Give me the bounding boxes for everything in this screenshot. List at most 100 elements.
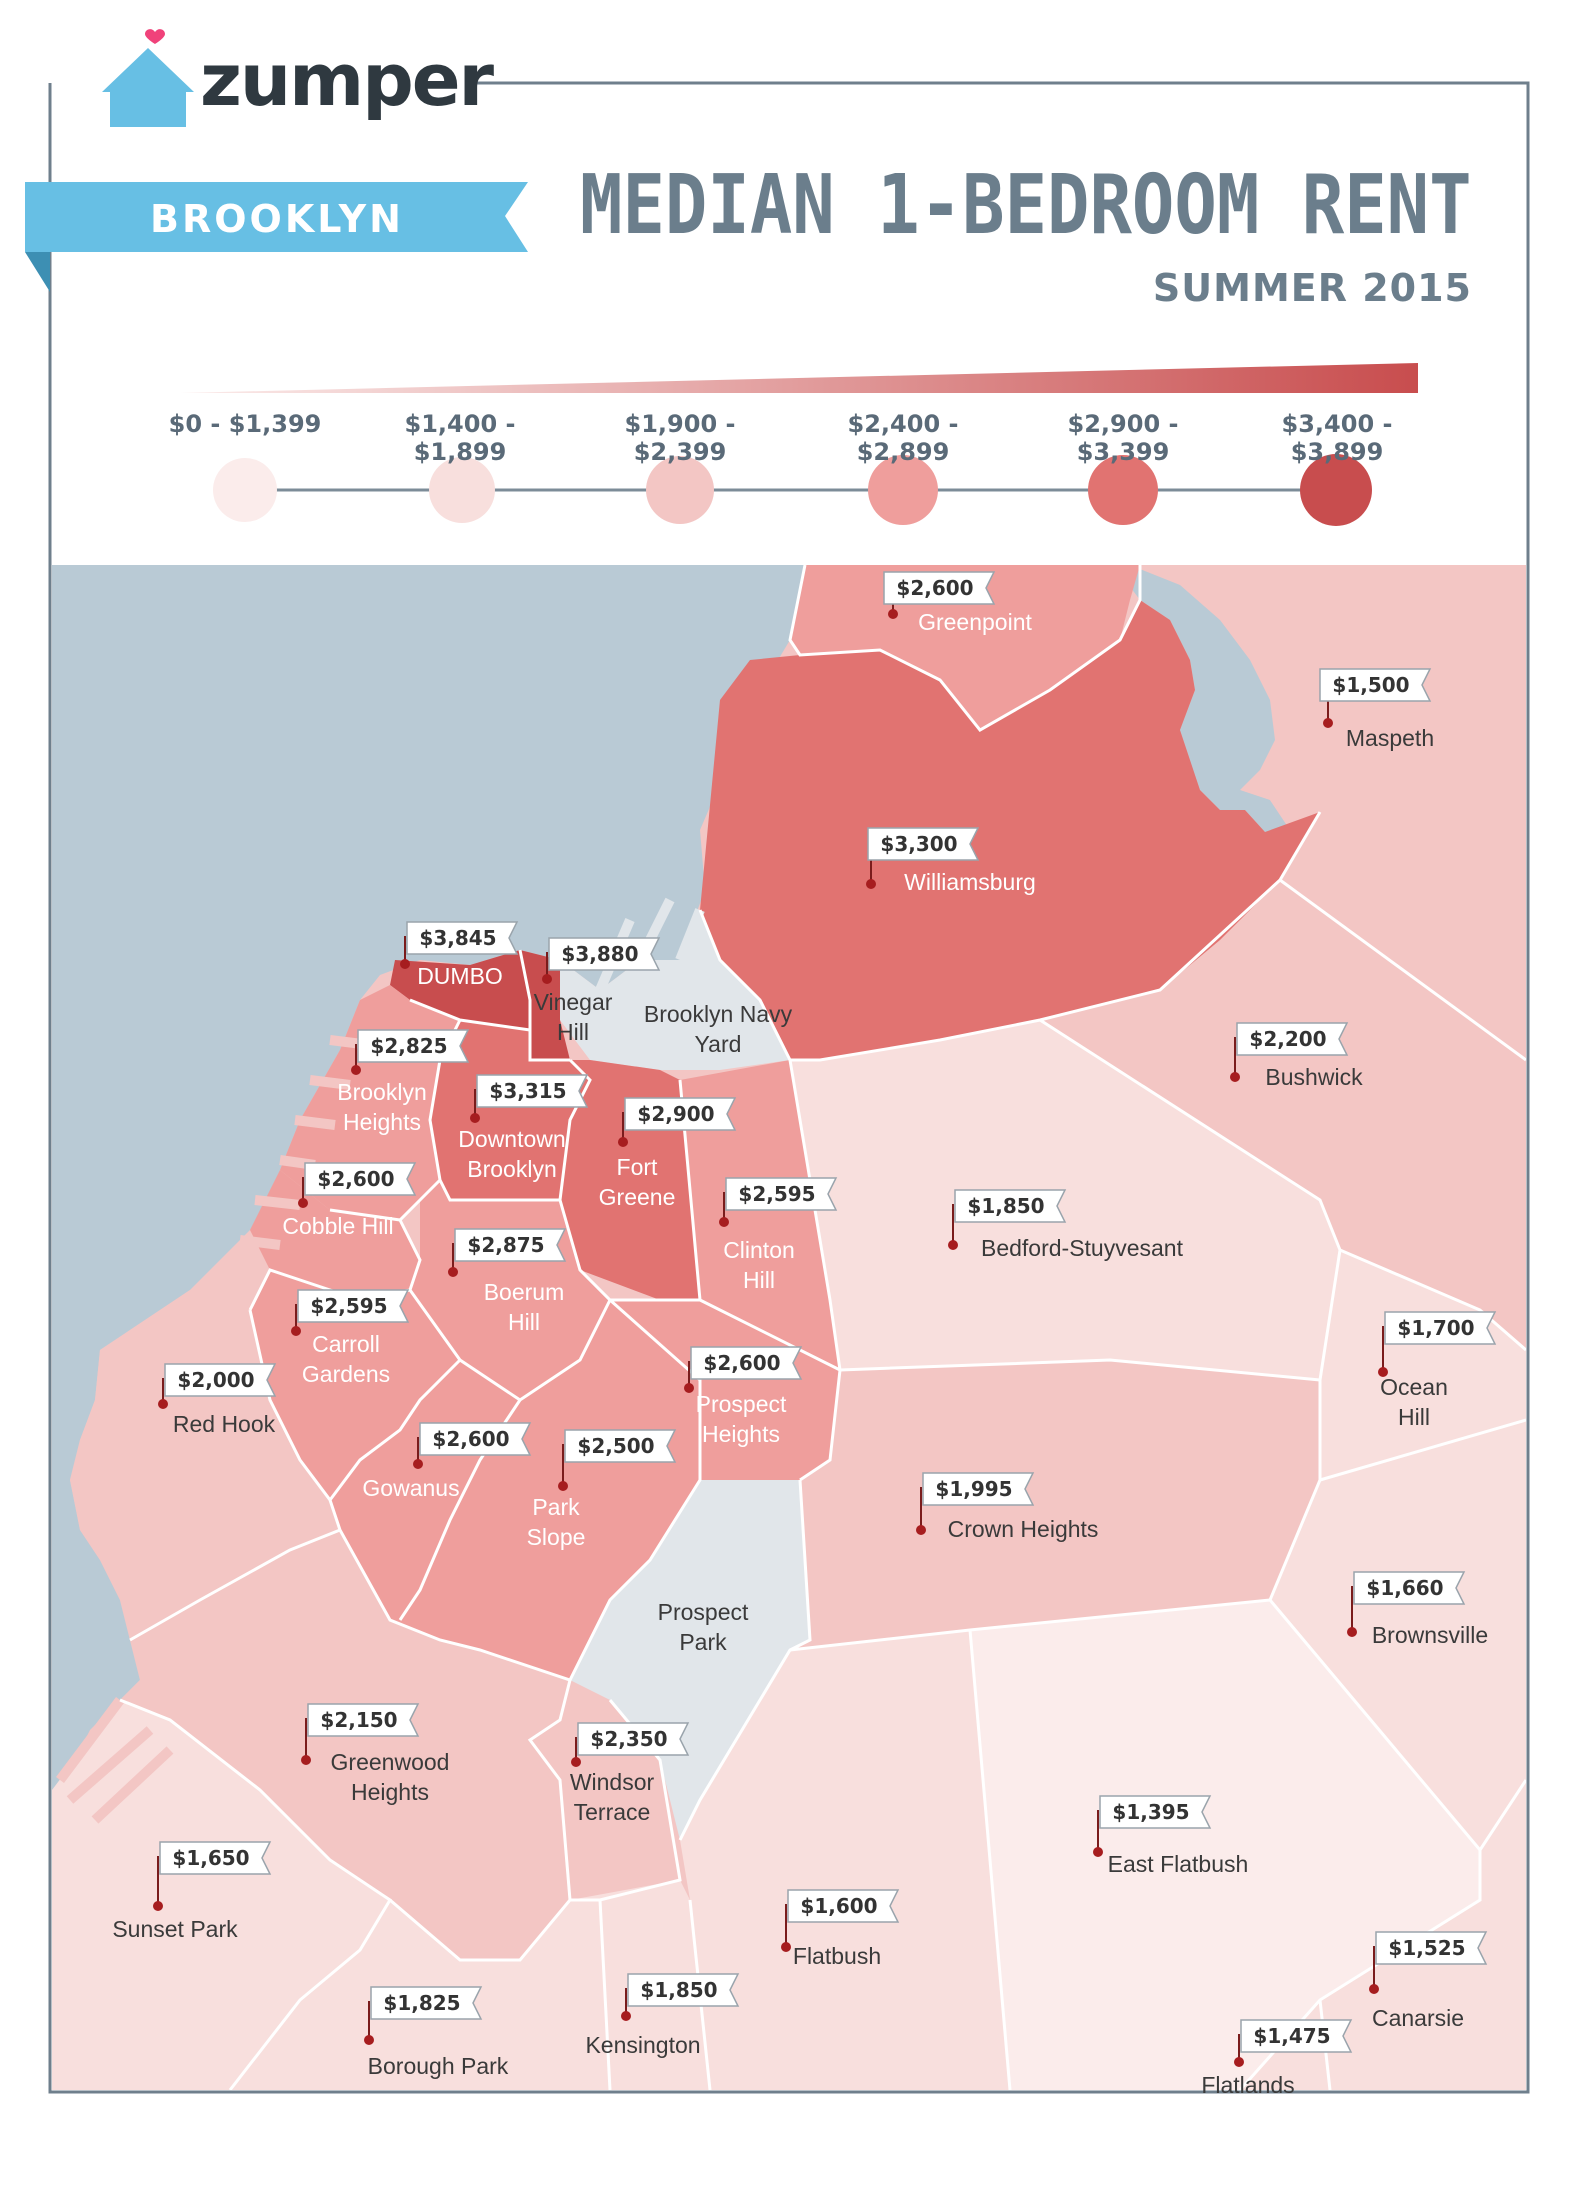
legend-range-label: $3,400 - $3,899 [1281, 410, 1393, 466]
neighborhood-marker: Windsor Terrace $2,350 [570, 1722, 690, 1825]
location-pin-icon [684, 1383, 694, 1393]
region-bushwick [1040, 880, 1526, 1350]
location-pin-icon [781, 1942, 791, 1952]
legend-swatch [1300, 454, 1372, 526]
region-red-hook [70, 1290, 340, 1640]
neighborhood-marker: Prospect Heights $2,600 [684, 1346, 803, 1447]
price-flag [867, 827, 980, 861]
region-greenpoint [790, 565, 1140, 730]
neighborhood-marker: Vinegar Hill $3,880 [534, 937, 661, 1045]
price-flag [357, 1029, 470, 1063]
price-flag [419, 1422, 532, 1456]
price-flag [1375, 1931, 1488, 1965]
price-label: $2,150 [320, 1708, 397, 1732]
price-flag [787, 1889, 900, 1923]
legend-swatch [1088, 455, 1158, 525]
location-pin-icon [413, 1459, 423, 1469]
page-subtitle: SUMMER 2015 [1152, 266, 1472, 310]
price-flag [627, 1973, 740, 2007]
price-label: $1,500 [1332, 673, 1409, 697]
neighborhood-name: Heights [351, 1779, 429, 1805]
neighborhood-name: Greenwood [331, 1749, 450, 1775]
region-southwest [52, 1700, 390, 2090]
price-label: $2,825 [370, 1034, 447, 1058]
region-greenwood [120, 1560, 570, 1960]
neighborhood-name: Greene [599, 1184, 676, 1210]
price-label: $1,995 [935, 1477, 1012, 1501]
neighborhood-marker: Gowanus $2,600 [362, 1422, 532, 1501]
price-flag [922, 1472, 1035, 1506]
neighborhood-name: Windsor [570, 1769, 655, 1795]
location-pin-icon [571, 1757, 581, 1767]
price-label: $3,880 [561, 942, 638, 966]
region-prospect-heights [610, 1300, 840, 1480]
brooklyn-banner [25, 182, 528, 292]
price-label: $3,845 [419, 926, 496, 950]
price-flag [624, 1097, 737, 1131]
region-navy-yard [560, 910, 790, 1070]
price-flag [297, 1289, 410, 1323]
price-flag [307, 1703, 420, 1737]
price-flag [370, 1986, 483, 2020]
legend-swatch [646, 456, 714, 524]
region-flatbush [680, 1630, 1010, 2090]
neighborhood-name: Gardens [302, 1361, 390, 1387]
price-label: $1,825 [383, 1991, 460, 2015]
location-pin-icon [1369, 1984, 1379, 1994]
neighborhood-marker: Ocean Hill $1,700 [1378, 1311, 1497, 1430]
region-clinton-hill [680, 1060, 840, 1370]
location-pin-icon [558, 1481, 568, 1491]
neighborhood-marker: Flatlands $1,475 [1201, 2019, 1353, 2098]
price-label: $2,600 [896, 576, 973, 600]
neighborhood-name: Bedford-Stuyvesant [981, 1235, 1184, 1261]
price-label: $2,500 [577, 1434, 654, 1458]
location-pin-icon [291, 1326, 301, 1336]
location-pin-icon [1234, 2057, 1244, 2067]
location-pin-icon [158, 1399, 168, 1409]
legend-range-label: $2,900 - $3,399 [1067, 410, 1179, 466]
location-pin-icon [470, 1113, 480, 1123]
neighborhood-marker: Sunset Park $1,650 [112, 1841, 272, 1942]
price-label: $2,600 [432, 1427, 509, 1451]
region-brownsville [1270, 1420, 1526, 1850]
neighborhood-name: Heights [702, 1421, 780, 1447]
location-pin-icon [916, 1525, 926, 1535]
price-label: $2,595 [310, 1294, 387, 1318]
price-flag [406, 921, 519, 955]
price-label: $2,595 [738, 1182, 815, 1206]
neighborhood-marker: Bedford-Stuyvesant $1,850 [948, 1189, 1184, 1261]
price-label: $2,600 [317, 1167, 394, 1191]
region-prospect-park [570, 1480, 810, 1840]
neighborhood-marker: Greenwood Heights $2,150 [301, 1703, 450, 1805]
location-pin-icon [351, 1065, 361, 1075]
location-pin-icon [1323, 718, 1333, 728]
neighborhood-name: Vinegar [534, 989, 613, 1015]
price-flag [1384, 1311, 1497, 1345]
price-flag [725, 1177, 838, 1211]
neighborhood-marker: Clinton Hill $2,595 [719, 1177, 838, 1293]
neighborhood-name: Flatlands [1201, 2072, 1294, 2098]
price-label: $3,315 [489, 1079, 566, 1103]
location-pin-icon [948, 1240, 958, 1250]
price-label: $2,200 [1249, 1027, 1326, 1051]
frame [48, 81, 1530, 2094]
price-flag [548, 937, 661, 971]
location-pin-icon [298, 1198, 308, 1208]
region-east-flatbush [970, 1600, 1480, 2090]
price-label: $1,850 [640, 1978, 717, 2002]
legend-swatch [868, 455, 938, 525]
price-flag [1319, 668, 1432, 702]
neighborhood-name: Brooklyn [337, 1079, 426, 1105]
zumper-logo-icon [102, 29, 194, 127]
location-pin-icon [1347, 1627, 1357, 1637]
neighborhood-marker: Cobble Hill $2,600 [282, 1162, 417, 1239]
location-pin-icon [448, 1267, 458, 1277]
neighborhood-name: Hill [1398, 1404, 1430, 1430]
neighborhood-name: Clinton [723, 1237, 795, 1263]
neighborhood-name: Ocean [1380, 1374, 1448, 1400]
neighborhood-marker: Greenpoint $2,600 [883, 571, 1033, 635]
price-label: $1,660 [1366, 1576, 1443, 1600]
region-park-slope [390, 1300, 700, 1680]
neighborhood-marker: Brooklyn Navy Yard [644, 1001, 793, 1057]
